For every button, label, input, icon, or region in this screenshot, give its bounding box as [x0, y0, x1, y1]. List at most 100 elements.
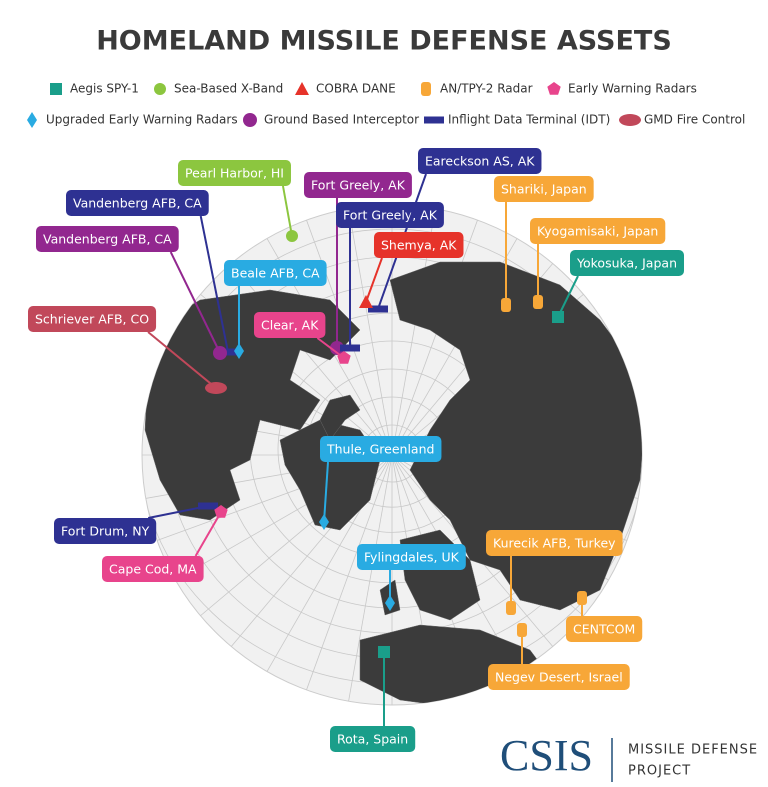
site-marker	[319, 514, 329, 530]
logo-name: CSIS	[500, 731, 593, 780]
leader-line	[557, 275, 579, 318]
legend-label: GMD Fire Control	[644, 113, 745, 127]
site-marker	[213, 346, 227, 360]
leader-line	[147, 331, 217, 389]
site: Pearl Harbor, HI	[178, 160, 298, 242]
site-box	[374, 232, 464, 258]
logo-line: PROJECT	[628, 764, 691, 779]
site: Vandenberg AFB, CA	[66, 190, 238, 356]
legend-label: Aegis SPY-1	[70, 82, 139, 96]
legend-label: Inflight Data Terminal (IDT)	[448, 113, 610, 127]
legend-label: Ground Based Interceptor	[264, 113, 419, 127]
legend-marker	[619, 114, 641, 126]
site: Cape Cod, MA	[102, 505, 228, 582]
site-box	[488, 664, 630, 690]
site-marker	[218, 348, 238, 356]
leader-line	[199, 215, 229, 353]
leader-line	[365, 257, 383, 303]
site: Negev Desert, Israel	[488, 623, 630, 690]
legend-item: Sea-Based X-Band	[154, 82, 283, 96]
site-label: Vandenberg AFB, CA	[73, 196, 202, 211]
legend-item: GMD Fire Control	[619, 113, 745, 127]
site-label: Yokosuka, Japan	[576, 256, 677, 271]
site: Yokosuka, Japan	[552, 250, 684, 323]
site-label: Kurecik AFB, Turkey	[493, 536, 616, 551]
legend-marker	[27, 112, 37, 128]
leader-line	[169, 251, 221, 354]
legend-item: COBRA DANE	[295, 82, 396, 96]
site-marker	[337, 351, 351, 364]
site: Vandenberg AFB, CA	[36, 226, 227, 360]
site-marker	[378, 646, 390, 658]
site: Rota, Spain	[330, 646, 416, 752]
site: CENTCOM	[566, 591, 643, 642]
site: Fylingdales, UK	[357, 544, 466, 611]
site-marker	[286, 230, 298, 242]
logo-line: MISSILE DEFENSE	[628, 743, 758, 758]
site-label: Clear, AK	[261, 318, 319, 333]
site-label: Eareckson AS, AK	[425, 154, 535, 169]
site-label: Negev Desert, Israel	[495, 670, 623, 685]
site-box	[357, 544, 466, 570]
site: Eareckson AS, AK	[368, 148, 542, 313]
site-label: Schriever AFB, CO	[35, 312, 149, 327]
site-box	[178, 160, 291, 186]
legend-label: COBRA DANE	[316, 82, 396, 96]
site-box	[66, 190, 209, 216]
site: Shariki, Japan	[494, 176, 594, 312]
legend-label: Sea-Based X-Band	[174, 82, 283, 96]
site: Beale AFB, CA	[224, 260, 327, 359]
site: Fort Greely, AK	[336, 202, 444, 352]
site-box	[418, 148, 542, 174]
site-label: Pearl Harbor, HI	[185, 166, 284, 181]
leader-line	[282, 185, 293, 237]
legend-marker	[50, 83, 62, 95]
site-label: Cape Cod, MA	[109, 562, 197, 577]
site-label: Shariki, Japan	[501, 182, 587, 197]
legend-marker	[424, 116, 444, 124]
site-label: Thule, Greenland	[326, 442, 434, 457]
site-marker	[234, 343, 244, 359]
site-marker	[340, 344, 360, 352]
legend-item: Upgraded Early Warning Radars	[27, 112, 238, 128]
title: HOMELAND MISSILE DEFENSE ASSETS	[96, 26, 672, 57]
legend-item: Aegis SPY-1	[50, 82, 139, 96]
site-marker	[205, 382, 227, 394]
legend-marker	[295, 82, 309, 95]
site-box	[566, 616, 643, 642]
site-label: Fylingdales, UK	[364, 550, 460, 565]
site-box	[36, 226, 179, 252]
site-box	[224, 260, 327, 286]
site-box	[304, 172, 412, 198]
legend-item: Inflight Data Terminal (IDT)	[424, 113, 610, 127]
site-label: Vandenberg AFB, CA	[43, 232, 172, 247]
site-label: Fort Greely, AK	[343, 208, 438, 223]
legend-label: AN/TPY-2 Radar	[440, 82, 533, 96]
legend-marker	[547, 82, 561, 95]
site: Thule, Greenland	[319, 436, 442, 530]
site-box	[320, 436, 442, 462]
site-label: Shemya, AK	[381, 238, 457, 253]
legend-marker	[243, 113, 257, 127]
site-marker	[517, 623, 527, 637]
logo: CSIS MISSILE DEFENSE PROJECT	[500, 731, 758, 782]
site: Fort Drum, NY	[54, 502, 218, 544]
site-label: Fort Drum, NY	[61, 524, 150, 539]
site-box	[254, 312, 326, 338]
site-box	[570, 250, 684, 276]
site-marker	[359, 295, 373, 308]
site: Clear, AK	[254, 312, 351, 364]
site-box	[28, 306, 157, 332]
site-label: Rota, Spain	[337, 732, 408, 747]
legend-marker	[421, 82, 431, 96]
site-box	[102, 556, 204, 582]
site-marker	[501, 298, 511, 312]
site-marker	[368, 305, 388, 313]
site: Schriever AFB, CO	[28, 306, 227, 394]
site-marker	[552, 311, 564, 323]
site-marker	[533, 295, 543, 309]
site-box	[336, 202, 444, 228]
site-label: Beale AFB, CA	[231, 266, 320, 281]
leader-line	[323, 461, 329, 523]
